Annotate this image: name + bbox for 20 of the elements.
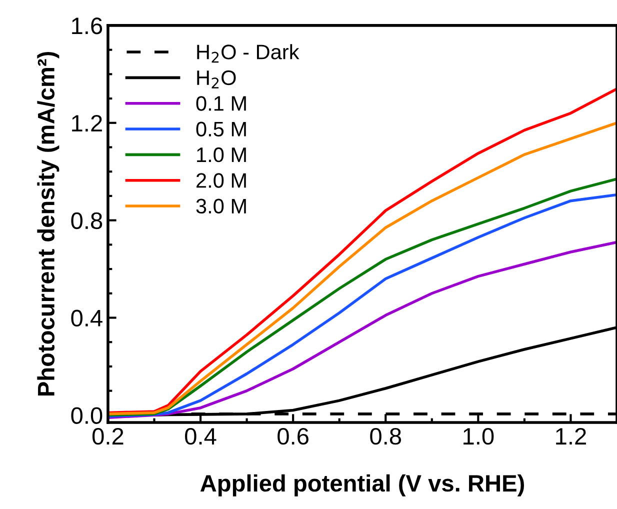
x-tick-label: 0.6 (278, 428, 308, 445)
legend-label: H$_{2}$O (197, 70, 236, 88)
legend-label: 2.0 M (196, 173, 246, 188)
y-tick-label: 0.8 (71, 212, 102, 230)
y-tick-label: 1.2 (72, 114, 102, 132)
y-tick-label: 0.0 (71, 407, 102, 424)
y-tick-label: 0.4 (71, 310, 102, 327)
y-tick-label: 1.6 (72, 18, 102, 34)
x-tick-label: 0.8 (370, 428, 402, 445)
x-axis-title: Applied potential (V vs. RHE) (200, 474, 524, 496)
legend-label: 0.1 M (196, 96, 246, 111)
y-axis-title: Photocurrent density (mA/cm²) (37, 52, 60, 396)
x-tick-label: 1.2 (556, 428, 586, 444)
legend-label: 1.0 M (197, 147, 246, 162)
x-tick-label: 0.2 (92, 428, 124, 445)
x-tick-label: 1.0 (464, 428, 494, 445)
legend-label: H$_{2}$O - Dark (197, 44, 300, 63)
legend-label: 3.0 M (196, 198, 246, 214)
x-tick-label: 0.4 (185, 428, 216, 445)
legend-label: 0.5 M (196, 122, 246, 137)
